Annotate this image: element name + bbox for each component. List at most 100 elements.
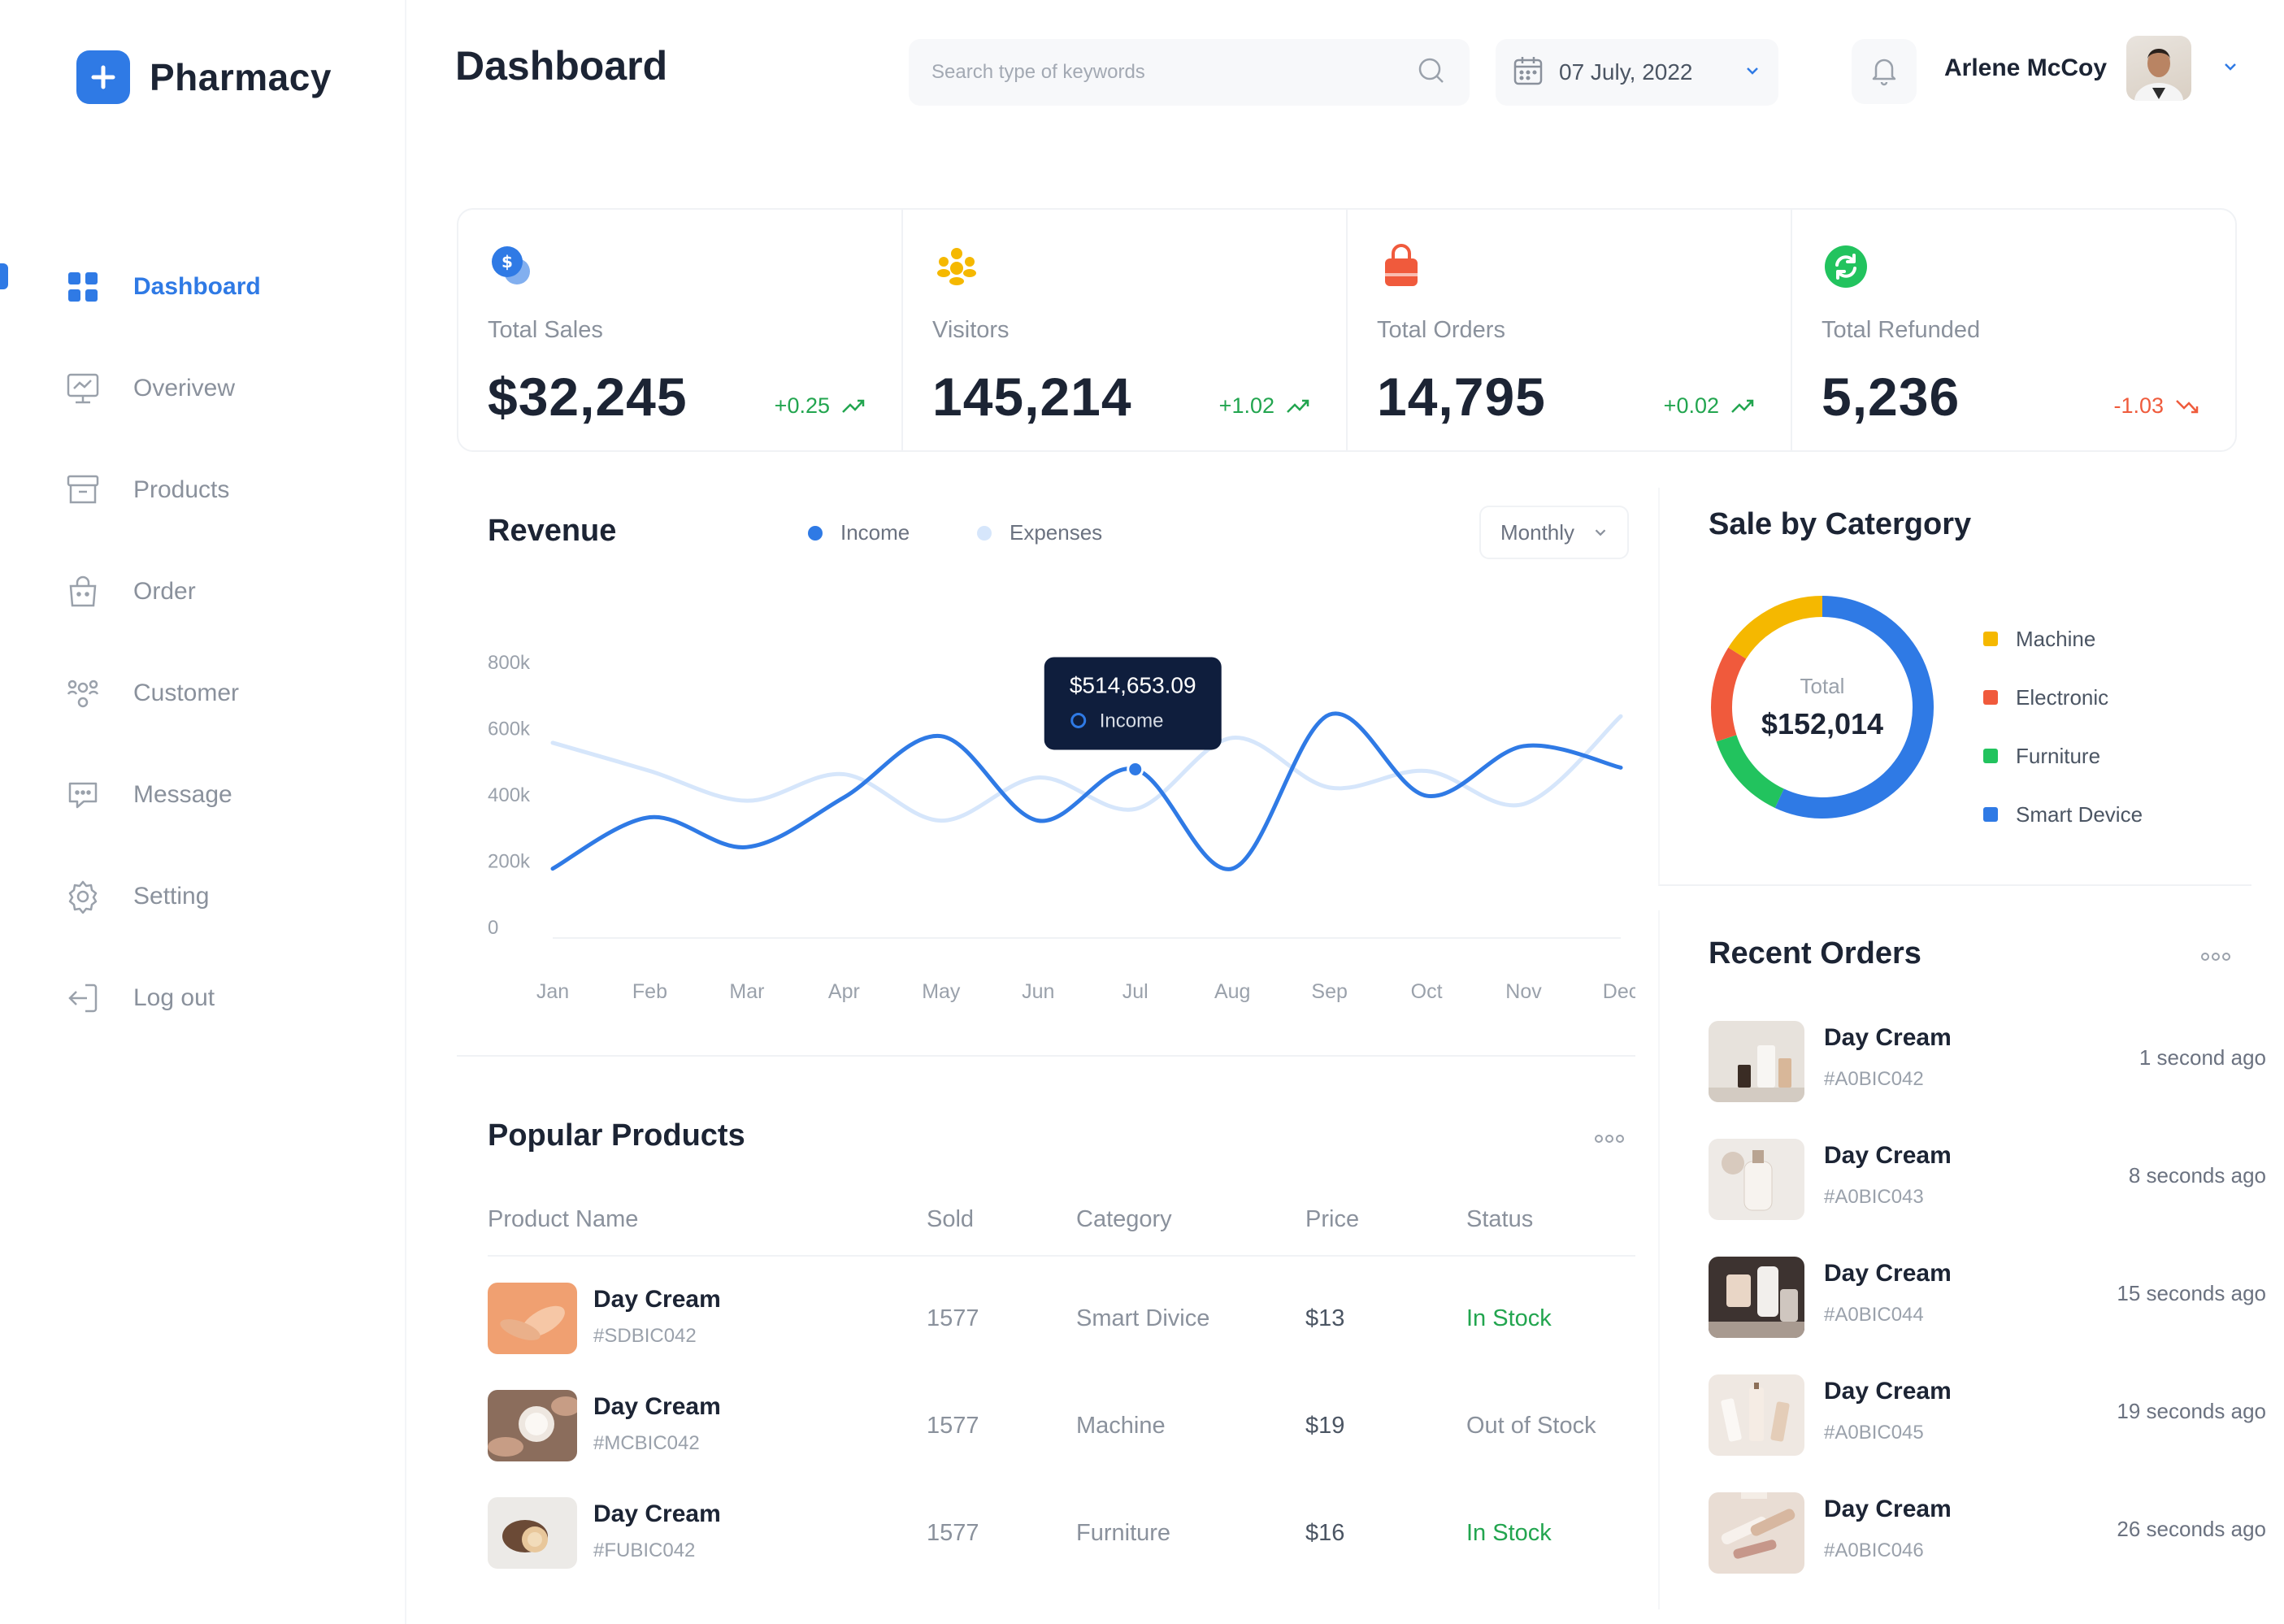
- sidebar-item-message[interactable]: Message: [0, 744, 406, 845]
- order-product-name: Day Cream: [1824, 1142, 1952, 1169]
- product-thumbnail: [488, 1283, 577, 1354]
- sidebar-item-customer[interactable]: Customer: [0, 642, 406, 744]
- stat-label: Visitors: [932, 317, 1010, 343]
- stat-card-total-refunded[interactable]: Total Refunded 5,236 -1.03: [1792, 210, 2235, 450]
- stat-change-value: +1.02: [1218, 393, 1274, 418]
- order-time: 19 seconds ago: [2117, 1399, 2266, 1423]
- search-input[interactable]: [931, 61, 1416, 84]
- list-item[interactable]: Day Cream #A0BIC043 8 seconds ago: [1709, 1139, 2269, 1257]
- legend-label: Smart Device: [2016, 801, 2143, 827]
- trend-up-icon: [842, 399, 865, 413]
- chart-tooltip: [1044, 657, 1222, 750]
- sidebar-item-dashboard[interactable]: Dashboard: [0, 236, 406, 337]
- list-item[interactable]: Day Cream #A0BIC045 19 seconds ago: [1709, 1374, 2269, 1492]
- stat-change: +0.02: [1664, 393, 1755, 419]
- search-icon[interactable]: [1416, 55, 1447, 90]
- product-sold: 1577: [927, 1520, 979, 1546]
- donut-segment-smart-device[interactable]: [1774, 596, 1934, 819]
- product-price: $16: [1305, 1520, 1345, 1546]
- product-category: Furniture: [1076, 1520, 1171, 1546]
- people-group-icon: [932, 242, 981, 291]
- user-menu[interactable]: Arlene McCoy: [1944, 36, 2240, 101]
- more-options-icon[interactable]: [1595, 1135, 1624, 1143]
- trend-down-icon: [2176, 399, 2199, 413]
- x-tick-label: Feb: [632, 980, 667, 1003]
- search-bar: [909, 39, 1470, 106]
- list-item[interactable]: Day Cream #A0BIC046 26 seconds ago: [1709, 1492, 2269, 1610]
- highlight-point: [1127, 760, 1144, 778]
- date-picker[interactable]: 07 July, 2022: [1496, 39, 1778, 106]
- legend-label: Income: [840, 520, 910, 545]
- x-tick-label: Dec: [1603, 980, 1635, 1003]
- table-header: Product Name Sold Category Price Status: [488, 1200, 1635, 1257]
- product-price: $19: [1305, 1413, 1345, 1439]
- order-code: #A0BIC043: [1824, 1186, 1924, 1208]
- list-item[interactable]: Day Cream #A0BIC044 15 seconds ago: [1709, 1257, 2269, 1374]
- order-thumbnail: [1709, 1492, 1804, 1574]
- donut-segment-electronic[interactable]: [1711, 647, 1747, 742]
- x-tick-label: Apr: [828, 980, 860, 1003]
- stat-card-visitors[interactable]: Visitors 145,214 +1.02: [903, 210, 1348, 450]
- list-item[interactable]: Day Cream #A0BIC042 1 second ago: [1709, 1021, 2269, 1139]
- legend-dot: [808, 525, 823, 541]
- legend-expenses[interactable]: Expenses: [977, 520, 1102, 545]
- period-value: Monthly: [1500, 519, 1575, 545]
- shopping-bag-icon: [1377, 242, 1426, 291]
- app-logo[interactable]: Pharmacy: [76, 50, 332, 104]
- product-thumbnail: [488, 1497, 577, 1569]
- notification-button[interactable]: [1852, 39, 1917, 104]
- sidebar-item-label: Message: [133, 780, 232, 808]
- revenue-title: Revenue: [488, 514, 617, 548]
- product-category: Smart Divice: [1076, 1305, 1210, 1331]
- order-time: 8 seconds ago: [2128, 1163, 2266, 1188]
- column-header: Product Name: [488, 1206, 639, 1232]
- donut-center: Total $152,014: [1709, 593, 1936, 821]
- donut-segment-machine[interactable]: [1728, 596, 1823, 659]
- date-value: 07 July, 2022: [1559, 59, 1693, 85]
- legend-income[interactable]: Income: [808, 520, 910, 545]
- product-name: Day Cream: [593, 1286, 721, 1313]
- legend-item-furniture[interactable]: Furniture: [1983, 727, 2143, 785]
- legend-label: Expenses: [1010, 520, 1103, 545]
- sidebar-item-order[interactable]: Order: [0, 541, 406, 642]
- product-category: Machine: [1076, 1413, 1166, 1439]
- period-select[interactable]: Monthly: [1479, 506, 1629, 559]
- sidebar-item-products[interactable]: Products: [0, 439, 406, 541]
- y-tick-label: 400k: [488, 784, 531, 806]
- app-name: Pharmacy: [150, 56, 332, 98]
- popular-title: Popular Products: [488, 1118, 745, 1153]
- table-row[interactable]: Day Cream #FUBIC042 1577 Furniture $16 I…: [488, 1484, 1635, 1591]
- legend-item-electronic[interactable]: Electronic: [1983, 668, 2143, 727]
- more-options-icon[interactable]: [2201, 953, 2230, 961]
- legend-dot: [977, 525, 992, 541]
- y-tick-label: 200k: [488, 851, 531, 873]
- stat-label: Total Refunded: [1822, 317, 1981, 343]
- active-indicator: [0, 263, 8, 289]
- recent-orders-title: Recent Orders: [1709, 936, 1921, 970]
- sidebar-item-overview[interactable]: Overivew: [0, 337, 406, 439]
- sidebar-item-logout[interactable]: Log out: [0, 947, 406, 1049]
- legend-item-smart-device[interactable]: Smart Device: [1983, 785, 2143, 844]
- stat-card-total-orders[interactable]: Total Orders 14,795 +0.02: [1348, 210, 1792, 450]
- gear-icon: [65, 879, 101, 914]
- table-row[interactable]: Day Cream #SDBIC042 1577 Smart Divice $1…: [488, 1270, 1635, 1377]
- chevron-down-icon[interactable]: [2221, 57, 2240, 80]
- sidebar-item-setting[interactable]: Setting: [0, 845, 406, 947]
- table-row[interactable]: Day Cream #MCBIC042 1577 Machine $19 Out…: [488, 1377, 1635, 1484]
- stats-panel: $ Total Sales $32,245 +0.25 Visitors 145…: [457, 208, 2237, 452]
- users-icon: [65, 675, 101, 711]
- product-sold: 1577: [927, 1305, 979, 1331]
- svg-text:$: $: [502, 252, 513, 271]
- tooltip-dot: [1070, 712, 1087, 728]
- x-tick-label: Mar: [729, 980, 764, 1003]
- x-tick-label: Oct: [1411, 980, 1443, 1003]
- order-code: #A0BIC044: [1824, 1304, 1924, 1326]
- product-status: Out of Stock: [1466, 1413, 1596, 1439]
- stat-card-total-sales[interactable]: $ Total Sales $32,245 +0.25: [458, 210, 903, 450]
- shopping-bag-icon: [65, 574, 101, 610]
- legend-item-machine[interactable]: Machine: [1983, 610, 2143, 668]
- donut-segment-furniture[interactable]: [1716, 734, 1785, 808]
- sidebar-item-label: Dashboard: [133, 272, 261, 300]
- legend-swatch: [1983, 807, 1998, 822]
- legend-swatch: [1983, 749, 1998, 763]
